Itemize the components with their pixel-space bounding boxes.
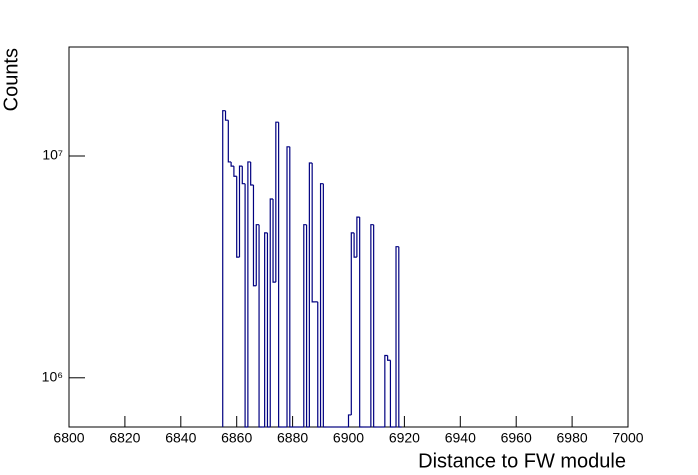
histogram-bin (224, 110, 229, 121)
y-tick-label: 10⁶ (42, 368, 63, 384)
histogram-bin (398, 246, 402, 428)
histogram-bin (244, 183, 248, 428)
histogram-bin (266, 232, 271, 428)
histogram-bin (387, 355, 391, 361)
histogram-bin (286, 146, 290, 427)
histogram-bin (311, 162, 315, 303)
x-tick-label: 6900 (333, 430, 364, 446)
x-tick-label: 6940 (445, 430, 476, 446)
plot-frame (68, 46, 629, 428)
histogram-bin (233, 166, 237, 177)
y-axis-title: Counts (0, 48, 22, 111)
histogram-bin (389, 360, 394, 428)
histogram-bin (356, 216, 360, 258)
x-tick-label: 7000 (612, 430, 643, 446)
histogram-bin (258, 224, 262, 428)
x-axis-title: Distance to FW module (418, 450, 626, 472)
x-tick-label: 6920 (389, 430, 420, 446)
histogram-bin (305, 224, 310, 428)
histogram-bin (252, 184, 257, 287)
histogram-bin (272, 198, 276, 283)
histogram-bin (373, 224, 377, 428)
histogram-bin (247, 161, 251, 427)
x-tick-label: 6880 (277, 430, 308, 446)
x-tick-label: 6800 (53, 430, 84, 446)
histogram-bin (255, 224, 260, 286)
histogram-bin (250, 161, 254, 186)
histogram-bin (308, 162, 313, 427)
x-tick-label: 6820 (109, 430, 140, 446)
histogram-bin (384, 354, 388, 427)
x-tick-label: 6960 (501, 430, 532, 446)
histogram-bin (230, 161, 234, 167)
histogram-bin (322, 183, 327, 428)
histogram-bin (303, 224, 307, 427)
x-tick-label: 6980 (557, 430, 588, 446)
histogram-bin (317, 301, 321, 428)
histogram-bin (347, 414, 352, 427)
histogram-bin (278, 122, 282, 428)
histogram-bin (289, 146, 293, 428)
histogram-bin (359, 217, 363, 428)
x-tick-label: 6860 (221, 430, 252, 446)
histogram-bin (222, 110, 226, 427)
histogram-bin (350, 232, 355, 415)
histogram-bin (227, 120, 232, 163)
histogram-bin (241, 166, 246, 185)
histogram-bin (395, 246, 399, 427)
histogram-bin (353, 232, 357, 258)
histogram-bin (275, 121, 279, 283)
x-tick-label: 6840 (165, 430, 196, 446)
histogram-bin (238, 165, 243, 258)
histogram-bin (319, 183, 324, 427)
histogram-bin (370, 224, 374, 427)
histogram-bin (264, 232, 268, 427)
histogram-bin (269, 198, 274, 427)
y-tick-label: 10⁷ (42, 147, 63, 163)
histogram-bin (236, 176, 240, 258)
